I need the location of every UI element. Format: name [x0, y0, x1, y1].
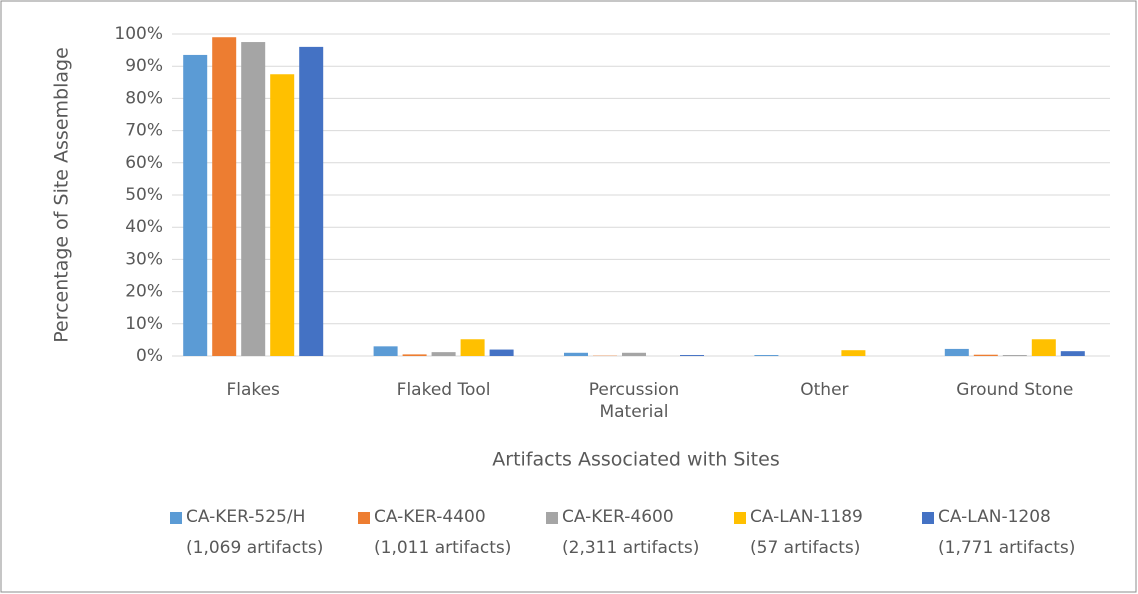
legend-label: CA-KER-4400 (1,011 artifacts) — [374, 507, 512, 558]
legend-label: CA-LAN-1208 (1,771 artifacts) — [938, 507, 1076, 558]
y-tick-label: 80% — [125, 88, 163, 108]
legend-swatch — [546, 512, 558, 524]
legend-label: CA-LAN-1189 (57 artifacts) — [750, 507, 863, 558]
bar — [841, 350, 866, 356]
legend-swatch — [734, 512, 746, 524]
bar — [754, 355, 779, 356]
y-tick-label: 10% — [125, 314, 163, 334]
y-tick-label: 70% — [125, 121, 163, 141]
x-tick-label: Percussion Material — [588, 380, 680, 422]
y-tick-label: 40% — [125, 217, 163, 237]
x-tick-label: Flakes — [226, 380, 280, 400]
bar — [183, 54, 208, 357]
bar — [373, 346, 398, 356]
x-axis-title: Artifacts Associated with Sites — [492, 449, 779, 471]
y-tick-label: 90% — [125, 56, 163, 76]
bar — [944, 348, 969, 356]
legend-swatch — [358, 512, 370, 524]
y-tick-label: 30% — [125, 249, 163, 269]
y-axis-title: Percentage of Site Assemblage — [51, 47, 73, 343]
y-tick-label: 20% — [125, 282, 163, 302]
x-tick-label: Flaked Tool — [396, 380, 491, 400]
x-tick-label: Ground Stone — [956, 380, 1074, 400]
y-tick-label: 60% — [125, 153, 163, 173]
legend-label: CA-KER-4600 (2,311 artifacts) — [562, 507, 700, 558]
y-tick-label: 50% — [125, 185, 163, 205]
bar — [973, 354, 998, 356]
bar — [1031, 339, 1056, 356]
legend-label: CA-KER-525/H (1,069 artifacts) — [186, 507, 324, 558]
y-tick-label: 0% — [136, 346, 163, 366]
bar — [1002, 355, 1027, 356]
bar — [299, 46, 324, 356]
y-tick-label: 100% — [114, 24, 163, 44]
bar — [1060, 351, 1085, 356]
x-tick-label: Other — [800, 380, 849, 400]
bar — [564, 352, 588, 356]
legend-swatch — [170, 512, 182, 524]
bar — [680, 355, 704, 356]
bar — [241, 42, 266, 357]
bar — [402, 354, 427, 356]
bar — [212, 37, 237, 356]
legend-swatch — [922, 512, 934, 524]
bar — [622, 352, 646, 356]
bar — [460, 339, 485, 356]
bar — [431, 352, 456, 356]
bar — [270, 74, 295, 356]
bar — [489, 349, 514, 356]
